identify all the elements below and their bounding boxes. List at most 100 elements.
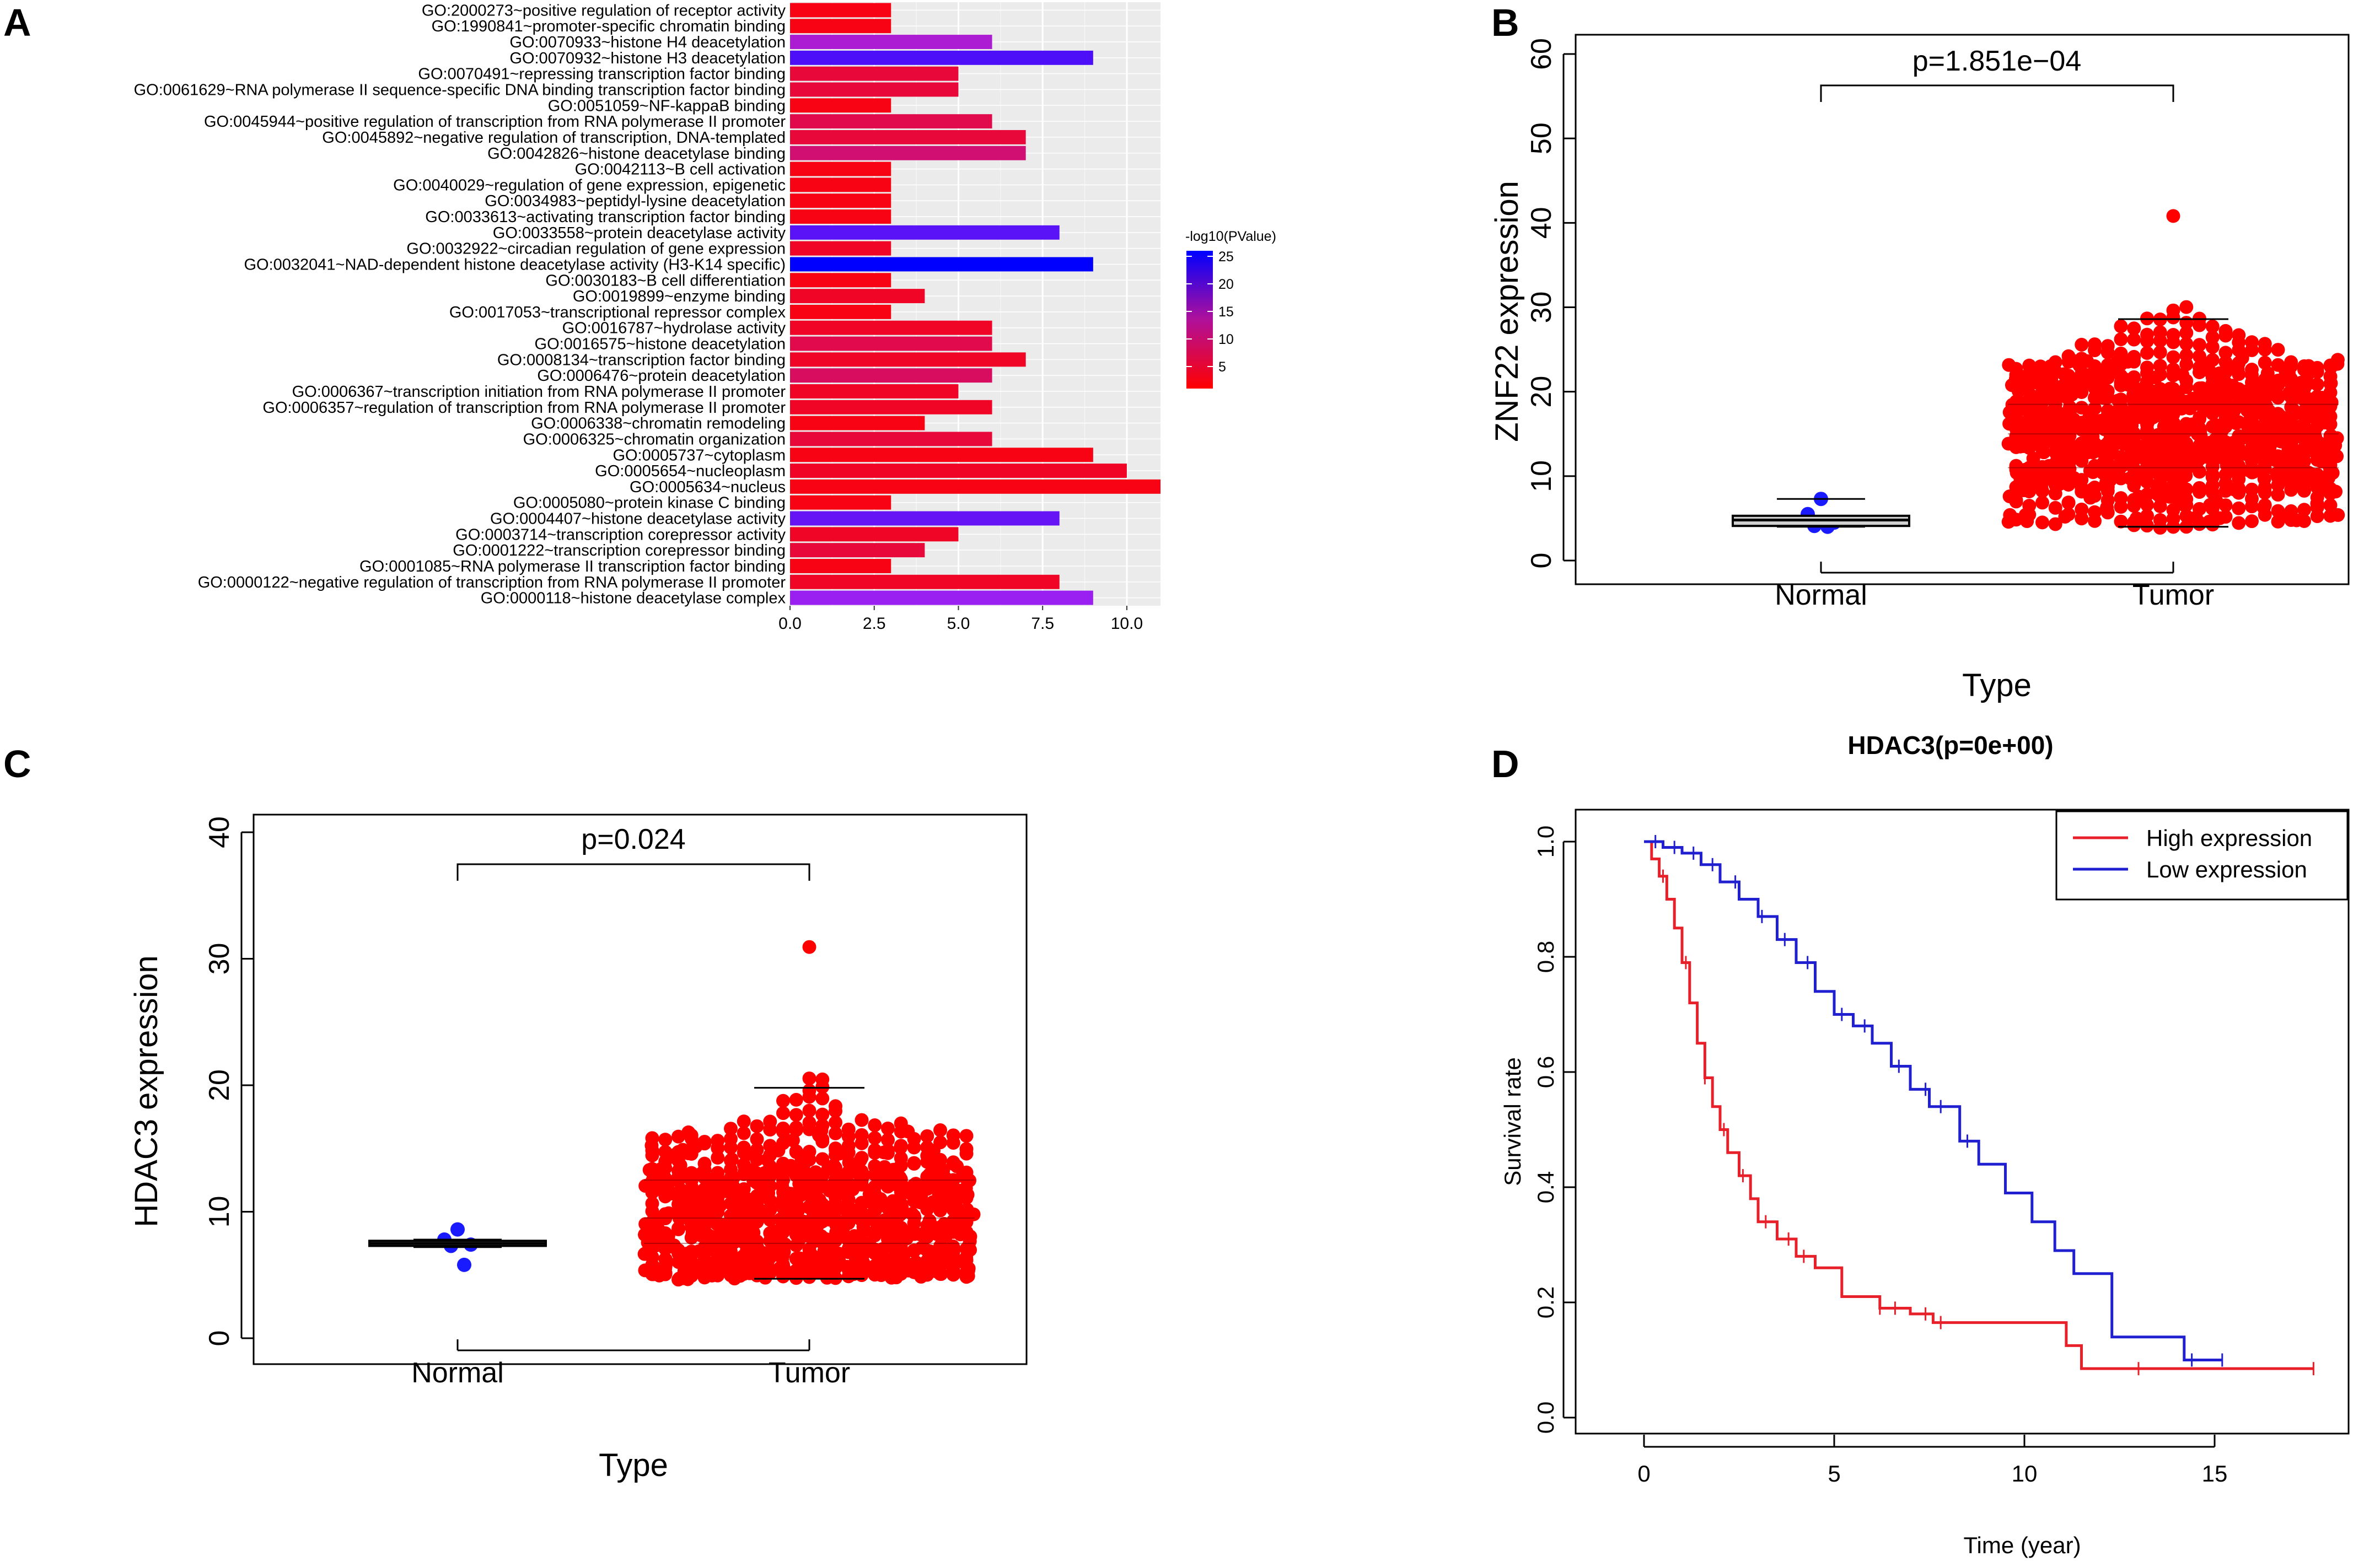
tumor-point — [2111, 394, 2125, 408]
tumor-point — [737, 1126, 751, 1140]
tumor-point — [893, 1140, 907, 1155]
tumor-point — [2114, 319, 2128, 333]
survival-curve-high — [1644, 840, 2314, 1370]
tumor-point — [2088, 505, 2102, 519]
y-tick-label: 0.4 — [1533, 1171, 1559, 1203]
tumor-point — [2323, 465, 2337, 480]
category-label: GO:1990841~promoter-specific chromatin b… — [432, 18, 786, 35]
y-tick-label: 0 — [1525, 553, 1557, 569]
tumor-point — [691, 1244, 706, 1258]
tumor-point — [802, 1116, 816, 1130]
tumor-point — [2237, 430, 2251, 445]
tumor-point — [2244, 451, 2259, 465]
tumor-point — [2175, 368, 2190, 382]
tumor-point — [2310, 497, 2324, 511]
tumor-point — [711, 1134, 725, 1148]
tumor-point — [2245, 514, 2259, 529]
tumor-point — [771, 1143, 786, 1157]
bar — [790, 320, 992, 335]
tumor-point — [850, 1237, 864, 1252]
tumor-point — [2179, 326, 2194, 340]
bar — [790, 368, 992, 383]
category-label: GO:0001222~transcription corepressor bin… — [453, 542, 786, 559]
tumor-point — [757, 1166, 772, 1180]
tumor-point — [2330, 431, 2344, 445]
legend-tick-label: 5 — [1218, 359, 1226, 375]
tumor-point — [2140, 346, 2154, 360]
tumor-point — [2166, 503, 2180, 517]
tumor-point — [644, 1138, 659, 1152]
tumor-point — [802, 1071, 816, 1086]
x-axis-ticks: Normal Tumor — [411, 1339, 850, 1389]
tumor-point — [2273, 508, 2287, 522]
tumor-point — [2131, 489, 2146, 504]
tumor-point — [2083, 464, 2097, 478]
tumor-point — [2301, 367, 2315, 381]
category-label: GO:0070933~histone H4 deacetylation — [509, 34, 786, 51]
bar — [790, 574, 1060, 589]
x-tick-label: Normal — [411, 1357, 504, 1389]
tumor-point — [2100, 500, 2114, 515]
tumor-point — [2172, 393, 2186, 407]
tumor-point — [2286, 402, 2300, 417]
tumor-point — [960, 1241, 975, 1255]
y-tick-label: 60 — [1525, 38, 1557, 70]
bar — [790, 66, 959, 81]
tumor-point — [2140, 334, 2154, 348]
tumor-point — [2043, 359, 2057, 373]
tumor-point — [2173, 464, 2188, 478]
tumor-point — [758, 1270, 772, 1285]
tumor-point — [697, 1156, 712, 1171]
tumor-point — [2081, 445, 2096, 460]
tumor-point — [933, 1123, 947, 1138]
bar — [790, 464, 1127, 478]
category-label: GO:0000118~histone deacetylase complex — [481, 590, 786, 607]
tumor-point — [2205, 319, 2220, 333]
tumor-point — [875, 1260, 890, 1274]
data-points — [1801, 209, 2345, 535]
tumor-point — [2061, 495, 2076, 510]
y-axis-ticks: 0 10 20 30 40 50 60 — [1525, 38, 1576, 568]
tumor-point — [894, 1151, 908, 1165]
category-label: GO:0006325~chromatin organization — [523, 430, 786, 448]
tumor-point — [2218, 324, 2233, 338]
tumor-point — [760, 1152, 775, 1167]
tumor-point — [2298, 394, 2313, 408]
tumor-point — [776, 1121, 790, 1135]
tumor-point — [2018, 508, 2033, 522]
x-tick-label: 0.0 — [778, 615, 802, 633]
znf22-expression-chart: 0 10 20 30 40 50 60 Normal Tumor p=1.851e−04 Ty… — [1489, 34, 2350, 703]
tumor-point — [2258, 356, 2272, 370]
bar — [790, 400, 992, 414]
category-label: GO:0019899~enzyme binding — [573, 288, 786, 305]
tumor-point — [2115, 454, 2129, 468]
tumor-point — [729, 1213, 743, 1227]
tumor-point — [746, 1173, 761, 1188]
tumor-point — [812, 1128, 826, 1143]
tumor-point — [2153, 521, 2167, 535]
tumor-point — [755, 1257, 770, 1272]
tumor-point — [727, 1272, 742, 1286]
tumor-point — [2057, 440, 2072, 454]
tumor-point — [2258, 337, 2272, 351]
x-axis-title: Time (year) — [1963, 1532, 2081, 1558]
tumor-point — [2091, 368, 2105, 382]
tumor-point — [2166, 350, 2180, 364]
tumor-point — [907, 1210, 922, 1225]
tumor-point — [2163, 420, 2177, 434]
bar — [790, 590, 1093, 605]
tumor-point — [946, 1155, 960, 1170]
category-label: GO:0006367~transcription initiation from… — [292, 383, 786, 401]
tumor-point — [932, 1187, 946, 1202]
plot-frame — [252, 814, 1028, 1365]
tumor-point — [2016, 477, 2030, 491]
tumor-point — [2121, 378, 2136, 392]
tumor-point — [2179, 300, 2194, 314]
tumor-point — [776, 1106, 790, 1121]
legend-tick-label: 25 — [1218, 249, 1234, 265]
tumor-point — [2128, 466, 2142, 480]
bar — [790, 273, 891, 288]
tumor-point — [801, 1229, 815, 1243]
x-axis-ticks: 0.0 2.5 5.0 7.5 10.0 — [778, 606, 1143, 633]
